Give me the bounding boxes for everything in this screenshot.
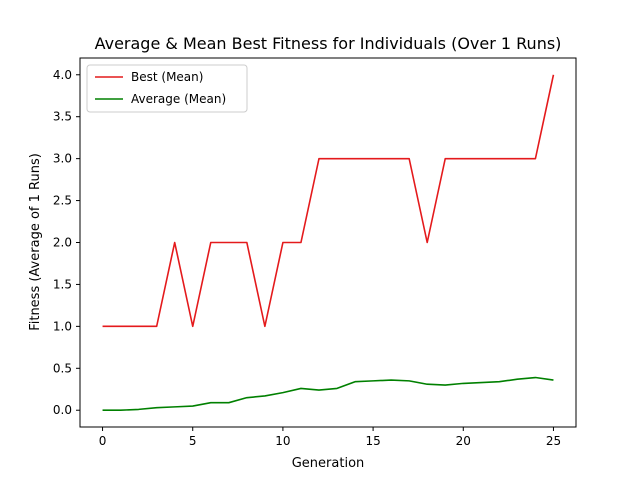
series-line-1 [102,74,555,328]
x-tick-label: 25 [546,434,561,448]
y-tick-label: 1.0 [53,319,72,333]
y-tick-label: 2.5 [53,194,72,208]
y-tick-label: 0.5 [53,361,72,375]
y-tick-label: 2.0 [53,236,72,250]
x-tick-label: 5 [189,434,197,448]
chart-title: Average & Mean Best Fitness for Individu… [95,34,562,53]
y-tick-label: 1.5 [53,277,72,291]
x-tick-label: 15 [365,434,380,448]
y-tick-label: 4.0 [53,68,72,82]
series-line-2 [102,376,554,412]
legend-box [86,64,248,113]
legend-label: Best (Mean) [131,70,203,84]
legend: Best (Mean) Average (Mean) [86,64,248,113]
x-axis-label: Generation [292,456,365,471]
y-axis-label: Fitness (Average of 1 Runs) [28,153,43,331]
x-tick-label: 10 [275,434,290,448]
y-tick-label: 0.0 [53,403,72,417]
y-tick-label: 3.5 [53,110,72,124]
y-tick-label: 3.0 [53,152,72,166]
y-axis-ticks: 0.0 0.5 1.0 1.5 2.0 2.5 3.0 3.5 4.0 [53,68,80,417]
x-tick-label: 20 [456,434,471,448]
series-group [102,74,555,412]
x-tick-label: 0 [99,434,107,448]
legend-label: Average (Mean) [131,92,226,106]
x-axis-ticks: 0 5 10 15 20 25 [99,427,561,448]
